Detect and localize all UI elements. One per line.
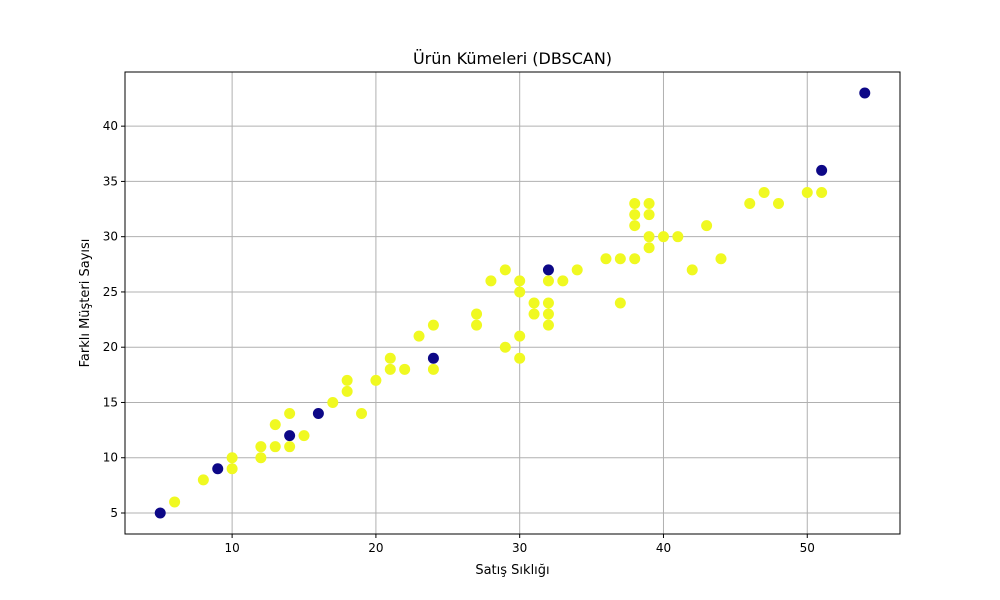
y-tick-label: 30 <box>103 230 118 244</box>
x-tick-label: 40 <box>656 541 671 555</box>
chart-title: Ürün Kümeleri (DBSCAN) <box>413 49 612 68</box>
y-tick-label: 40 <box>103 119 118 133</box>
data-point <box>384 352 396 364</box>
data-point <box>341 374 353 386</box>
data-point <box>298 430 310 442</box>
data-point <box>542 297 554 309</box>
data-point <box>499 341 511 353</box>
data-point <box>341 385 353 397</box>
data-point <box>801 186 813 198</box>
data-point <box>715 253 727 265</box>
data-point <box>312 408 324 420</box>
x-tick-label: 10 <box>224 541 239 555</box>
data-point <box>514 286 526 298</box>
x-axis-label: Satış Sıklığı <box>475 563 549 578</box>
data-point <box>154 507 166 519</box>
data-point <box>413 330 425 342</box>
data-point <box>528 297 540 309</box>
y-tick-label: 10 <box>103 451 118 465</box>
axis-ticks: 10 20 30 40 50 5 10 15 20 25 30 35 40 <box>103 119 815 555</box>
data-point <box>816 186 828 198</box>
y-tick-label: 25 <box>103 285 118 299</box>
data-point <box>542 308 554 320</box>
data-point <box>427 352 439 364</box>
data-point <box>542 264 554 276</box>
data-point <box>284 441 296 453</box>
data-point <box>744 198 756 210</box>
data-point <box>269 419 281 431</box>
data-point <box>643 231 655 243</box>
data-point <box>528 308 540 320</box>
data-point <box>370 374 382 386</box>
data-point <box>226 463 238 475</box>
data-point <box>471 319 483 331</box>
data-point <box>542 319 554 331</box>
data-point <box>427 319 439 331</box>
data-point <box>485 275 497 287</box>
data-point <box>499 264 511 276</box>
data-point <box>327 396 339 408</box>
data-point <box>629 253 641 265</box>
data-points <box>154 87 871 519</box>
x-tick-label: 20 <box>368 541 383 555</box>
data-point <box>514 275 526 287</box>
data-point <box>701 220 713 232</box>
data-point <box>629 220 641 232</box>
data-point <box>471 308 483 320</box>
data-point <box>643 198 655 210</box>
data-point <box>657 231 669 243</box>
data-point <box>629 198 641 210</box>
data-point <box>614 253 626 265</box>
data-point <box>600 253 612 265</box>
data-point <box>255 452 267 464</box>
data-point <box>514 330 526 342</box>
data-point <box>686 264 698 276</box>
y-tick-label: 15 <box>103 395 118 409</box>
data-point <box>571 264 583 276</box>
data-point <box>672 231 684 243</box>
y-tick-label: 5 <box>110 506 118 520</box>
x-tick-label: 50 <box>800 541 815 555</box>
data-point <box>859 87 871 99</box>
y-axis-label: Farklı Müşteri Sayısı <box>78 239 93 368</box>
data-point <box>629 209 641 221</box>
data-point <box>557 275 569 287</box>
data-point <box>614 297 626 309</box>
data-point <box>197 474 209 486</box>
data-point <box>399 363 411 375</box>
grid-lines <box>125 72 900 534</box>
data-point <box>384 363 396 375</box>
data-point <box>542 275 554 287</box>
data-point <box>773 198 785 210</box>
data-point <box>169 496 181 508</box>
data-point <box>284 408 296 420</box>
data-point <box>816 164 828 176</box>
y-tick-label: 20 <box>103 340 118 354</box>
data-point <box>226 452 238 464</box>
x-tick-label: 30 <box>512 541 527 555</box>
data-point <box>284 430 296 442</box>
data-point <box>212 463 224 475</box>
data-point <box>758 186 770 198</box>
data-point <box>514 352 526 364</box>
plot-frame <box>124 71 901 535</box>
data-point <box>255 441 267 453</box>
data-point <box>643 242 655 254</box>
data-point <box>356 408 368 420</box>
y-tick-label: 35 <box>103 174 118 188</box>
data-point <box>643 209 655 221</box>
data-point <box>427 363 439 375</box>
data-point <box>269 441 281 453</box>
